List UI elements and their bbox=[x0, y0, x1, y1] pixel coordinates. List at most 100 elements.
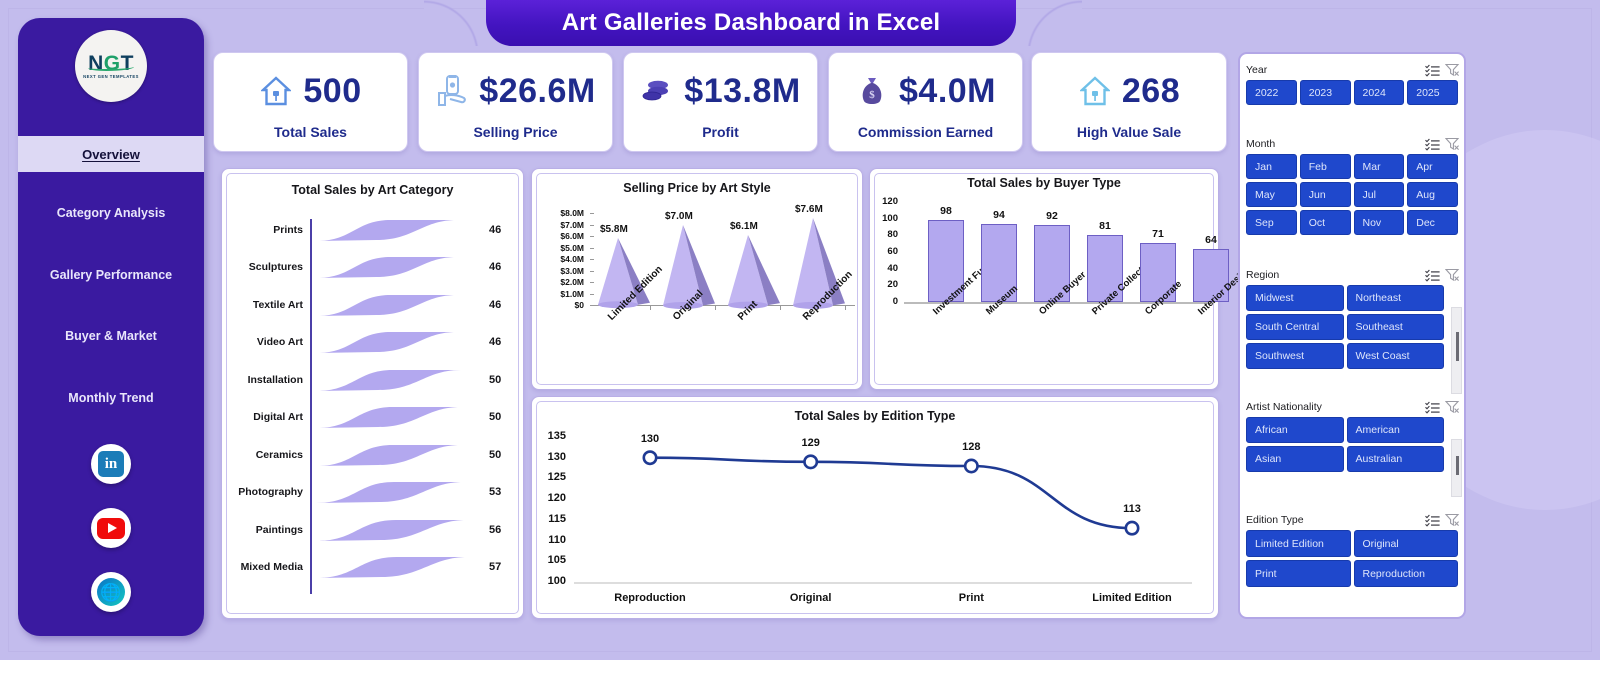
chart-4-plot: 135 130 125 120 115 110 105 100 130 Reproduction 1… bbox=[532, 397, 1218, 618]
chart-3-ytick: 20 bbox=[887, 279, 898, 291]
slicer-artist-nationality-scrollbar[interactable] bbox=[1451, 439, 1462, 497]
slicer-month-option[interactable]: Mar bbox=[1353, 154, 1405, 179]
multi-select-icon[interactable] bbox=[1422, 399, 1442, 415]
youtube-icon[interactable] bbox=[91, 508, 131, 548]
chart-3-ytick: 80 bbox=[887, 229, 898, 241]
slicer-region-option[interactable]: West Coast bbox=[1346, 343, 1444, 369]
chart-2-cone bbox=[793, 217, 845, 309]
multi-select-icon[interactable] bbox=[1422, 267, 1442, 283]
slicer-month-option[interactable]: Oct bbox=[1299, 210, 1351, 235]
slicer-artist-nationality-option[interactable]: Asian bbox=[1246, 446, 1344, 472]
slicer-month-option[interactable]: Sep bbox=[1246, 210, 1297, 235]
slicer-month-option[interactable]: Dec bbox=[1407, 210, 1458, 235]
sidebar-item-category-analysis[interactable]: Category Analysis bbox=[18, 200, 204, 226]
slicer-artist-nationality-title: Artist Nationality bbox=[1246, 401, 1322, 413]
slicer-month-option[interactable]: Aug bbox=[1407, 182, 1458, 207]
clear-filter-icon[interactable] bbox=[1442, 399, 1462, 415]
chart-1-category-label: Video Art bbox=[256, 336, 303, 349]
hand-money-icon bbox=[435, 74, 469, 108]
svg-text:$: $ bbox=[869, 89, 875, 101]
slicer-region-option[interactable]: Midwest bbox=[1246, 285, 1344, 311]
multi-select-icon[interactable] bbox=[1422, 62, 1442, 78]
chart-1-wave-shape bbox=[314, 550, 489, 584]
slicer-month-option[interactable]: Nov bbox=[1353, 210, 1405, 235]
chart-1-wave-shape bbox=[314, 325, 489, 359]
slicer-month-option[interactable]: Apr bbox=[1407, 154, 1458, 179]
logo-swish-icon bbox=[88, 64, 134, 71]
slicer-region-scrollbar[interactable] bbox=[1451, 307, 1462, 394]
slicer-month-option[interactable]: May bbox=[1246, 182, 1297, 207]
chart-2-ytick: $4.0M bbox=[560, 254, 584, 264]
clear-filter-icon[interactable] bbox=[1442, 267, 1462, 283]
slicer-artist-nationality-option[interactable]: African bbox=[1246, 417, 1344, 443]
slicer-region: Region Midwest Northeast South Central South… bbox=[1246, 265, 1462, 394]
chart-4-data-label: 130 bbox=[640, 432, 660, 445]
website-globe-icon[interactable]: 🌐 bbox=[91, 572, 131, 612]
sidebar-item-category-analysis-label: Category Analysis bbox=[56, 206, 166, 220]
page-title: Art Galleries Dashboard in Excel bbox=[561, 9, 941, 36]
chart-1-row: Paintings 56 bbox=[222, 511, 523, 549]
kpi-card-profit: $13.8M Profit bbox=[623, 52, 818, 152]
logo-subtitle: NEXT GEN TEMPLATES bbox=[83, 74, 139, 79]
chart-selling-price-by-art-style: Selling Price by Art Style $8.0M $7.0M $6.… bbox=[531, 168, 863, 390]
slicer-region-option[interactable]: Southeast bbox=[1346, 314, 1444, 340]
chart-total-sales-by-art-category: Total Sales by Art Category Prints 46 Scul… bbox=[221, 168, 524, 619]
clear-filter-icon[interactable] bbox=[1442, 62, 1462, 78]
money-bag-icon: $ bbox=[855, 74, 889, 108]
multi-select-icon[interactable] bbox=[1422, 512, 1442, 528]
chart-3-bar bbox=[981, 223, 1017, 302]
chart-1-category-label: Ceramics bbox=[255, 448, 303, 461]
slicer-edition-type-option[interactable]: Original bbox=[1353, 530, 1458, 557]
chart-3-data-label: 64 bbox=[1205, 233, 1217, 246]
kpi-card-selling-price: $26.6M Selling Price bbox=[418, 52, 613, 152]
slicer-year-header: Year bbox=[1246, 60, 1462, 80]
chart-1-category-label: Mixed Media bbox=[240, 561, 303, 574]
chart-1-wave-shape bbox=[314, 400, 489, 434]
chart-1-value-label: 46 bbox=[489, 223, 502, 236]
chart-4-ytick: 125 bbox=[547, 471, 566, 484]
sidebar-item-buyer-market[interactable]: Buyer & Market bbox=[18, 323, 204, 349]
chart-1-category-label: Sculptures bbox=[248, 261, 303, 274]
slicer-edition-type-option[interactable]: Limited Edition bbox=[1246, 530, 1351, 557]
banner-wing-left bbox=[424, 0, 494, 46]
slicer-year: Year 2022 2023 2024 2025 bbox=[1246, 60, 1462, 105]
chart-2-cone bbox=[728, 234, 780, 309]
chart-3-plot: 120 100 80 60 40 20 0 98 Investment Fund 94 Museum… bbox=[870, 169, 1260, 389]
chart-3-data-label: 92 bbox=[1046, 210, 1058, 223]
slicer-month-option[interactable]: Jul bbox=[1353, 182, 1405, 207]
chart-1-row: Mixed Media 57 bbox=[222, 549, 523, 587]
kpi-label-high-value-sale: High Value Sale bbox=[1076, 124, 1182, 140]
chart-3-bar bbox=[1140, 242, 1176, 302]
sidebar-item-monthly-trend[interactable]: Monthly Trend bbox=[18, 385, 204, 411]
slicer-artist-nationality-option[interactable]: Australian bbox=[1346, 446, 1444, 472]
chart-1-wave-shape bbox=[314, 513, 489, 547]
slicer-month-option[interactable]: Feb bbox=[1299, 154, 1351, 179]
chart-4-data-label: 128 bbox=[962, 441, 981, 453]
kpi-value-profit: $13.8M bbox=[684, 71, 801, 110]
chart-3-bar bbox=[928, 220, 964, 302]
chart-2-ytick: $1.0M bbox=[560, 288, 584, 299]
slicer-edition-type-option[interactable]: Reproduction bbox=[1353, 560, 1458, 587]
linkedin-icon[interactable]: in bbox=[91, 444, 131, 484]
chart-2-ytick: $0 bbox=[574, 300, 584, 310]
slicer-edition-type-option[interactable]: Print bbox=[1246, 560, 1351, 587]
slicer-month-option[interactable]: Jan bbox=[1246, 154, 1297, 179]
clear-filter-icon[interactable] bbox=[1442, 136, 1462, 152]
slicer-region-title: Region bbox=[1246, 269, 1280, 281]
slicer-region-option[interactable]: South Central bbox=[1246, 314, 1344, 340]
slicer-year-option[interactable]: 2022 bbox=[1246, 80, 1297, 105]
slicer-edition-type-title: Edition Type bbox=[1246, 514, 1304, 526]
kpi-value-commission-earned: $4.0M bbox=[899, 71, 996, 110]
slicer-month-option[interactable]: Jun bbox=[1299, 182, 1351, 207]
slicer-artist-nationality-option[interactable]: American bbox=[1346, 417, 1444, 443]
multi-select-icon[interactable] bbox=[1422, 136, 1442, 152]
slicer-year-option[interactable]: 2025 bbox=[1407, 80, 1458, 105]
slicer-region-option[interactable]: Southwest bbox=[1246, 343, 1344, 369]
sidebar-item-gallery-performance[interactable]: Gallery Performance bbox=[18, 262, 204, 288]
sidebar-item-overview[interactable]: Overview bbox=[18, 136, 204, 172]
slicer-region-option[interactable]: Northeast bbox=[1346, 285, 1444, 311]
slicer-year-option[interactable]: 2024 bbox=[1353, 80, 1405, 105]
clear-filter-icon[interactable] bbox=[1442, 512, 1462, 528]
chart-3-ytick: 40 bbox=[887, 262, 898, 274]
slicer-year-option[interactable]: 2023 bbox=[1299, 80, 1351, 105]
